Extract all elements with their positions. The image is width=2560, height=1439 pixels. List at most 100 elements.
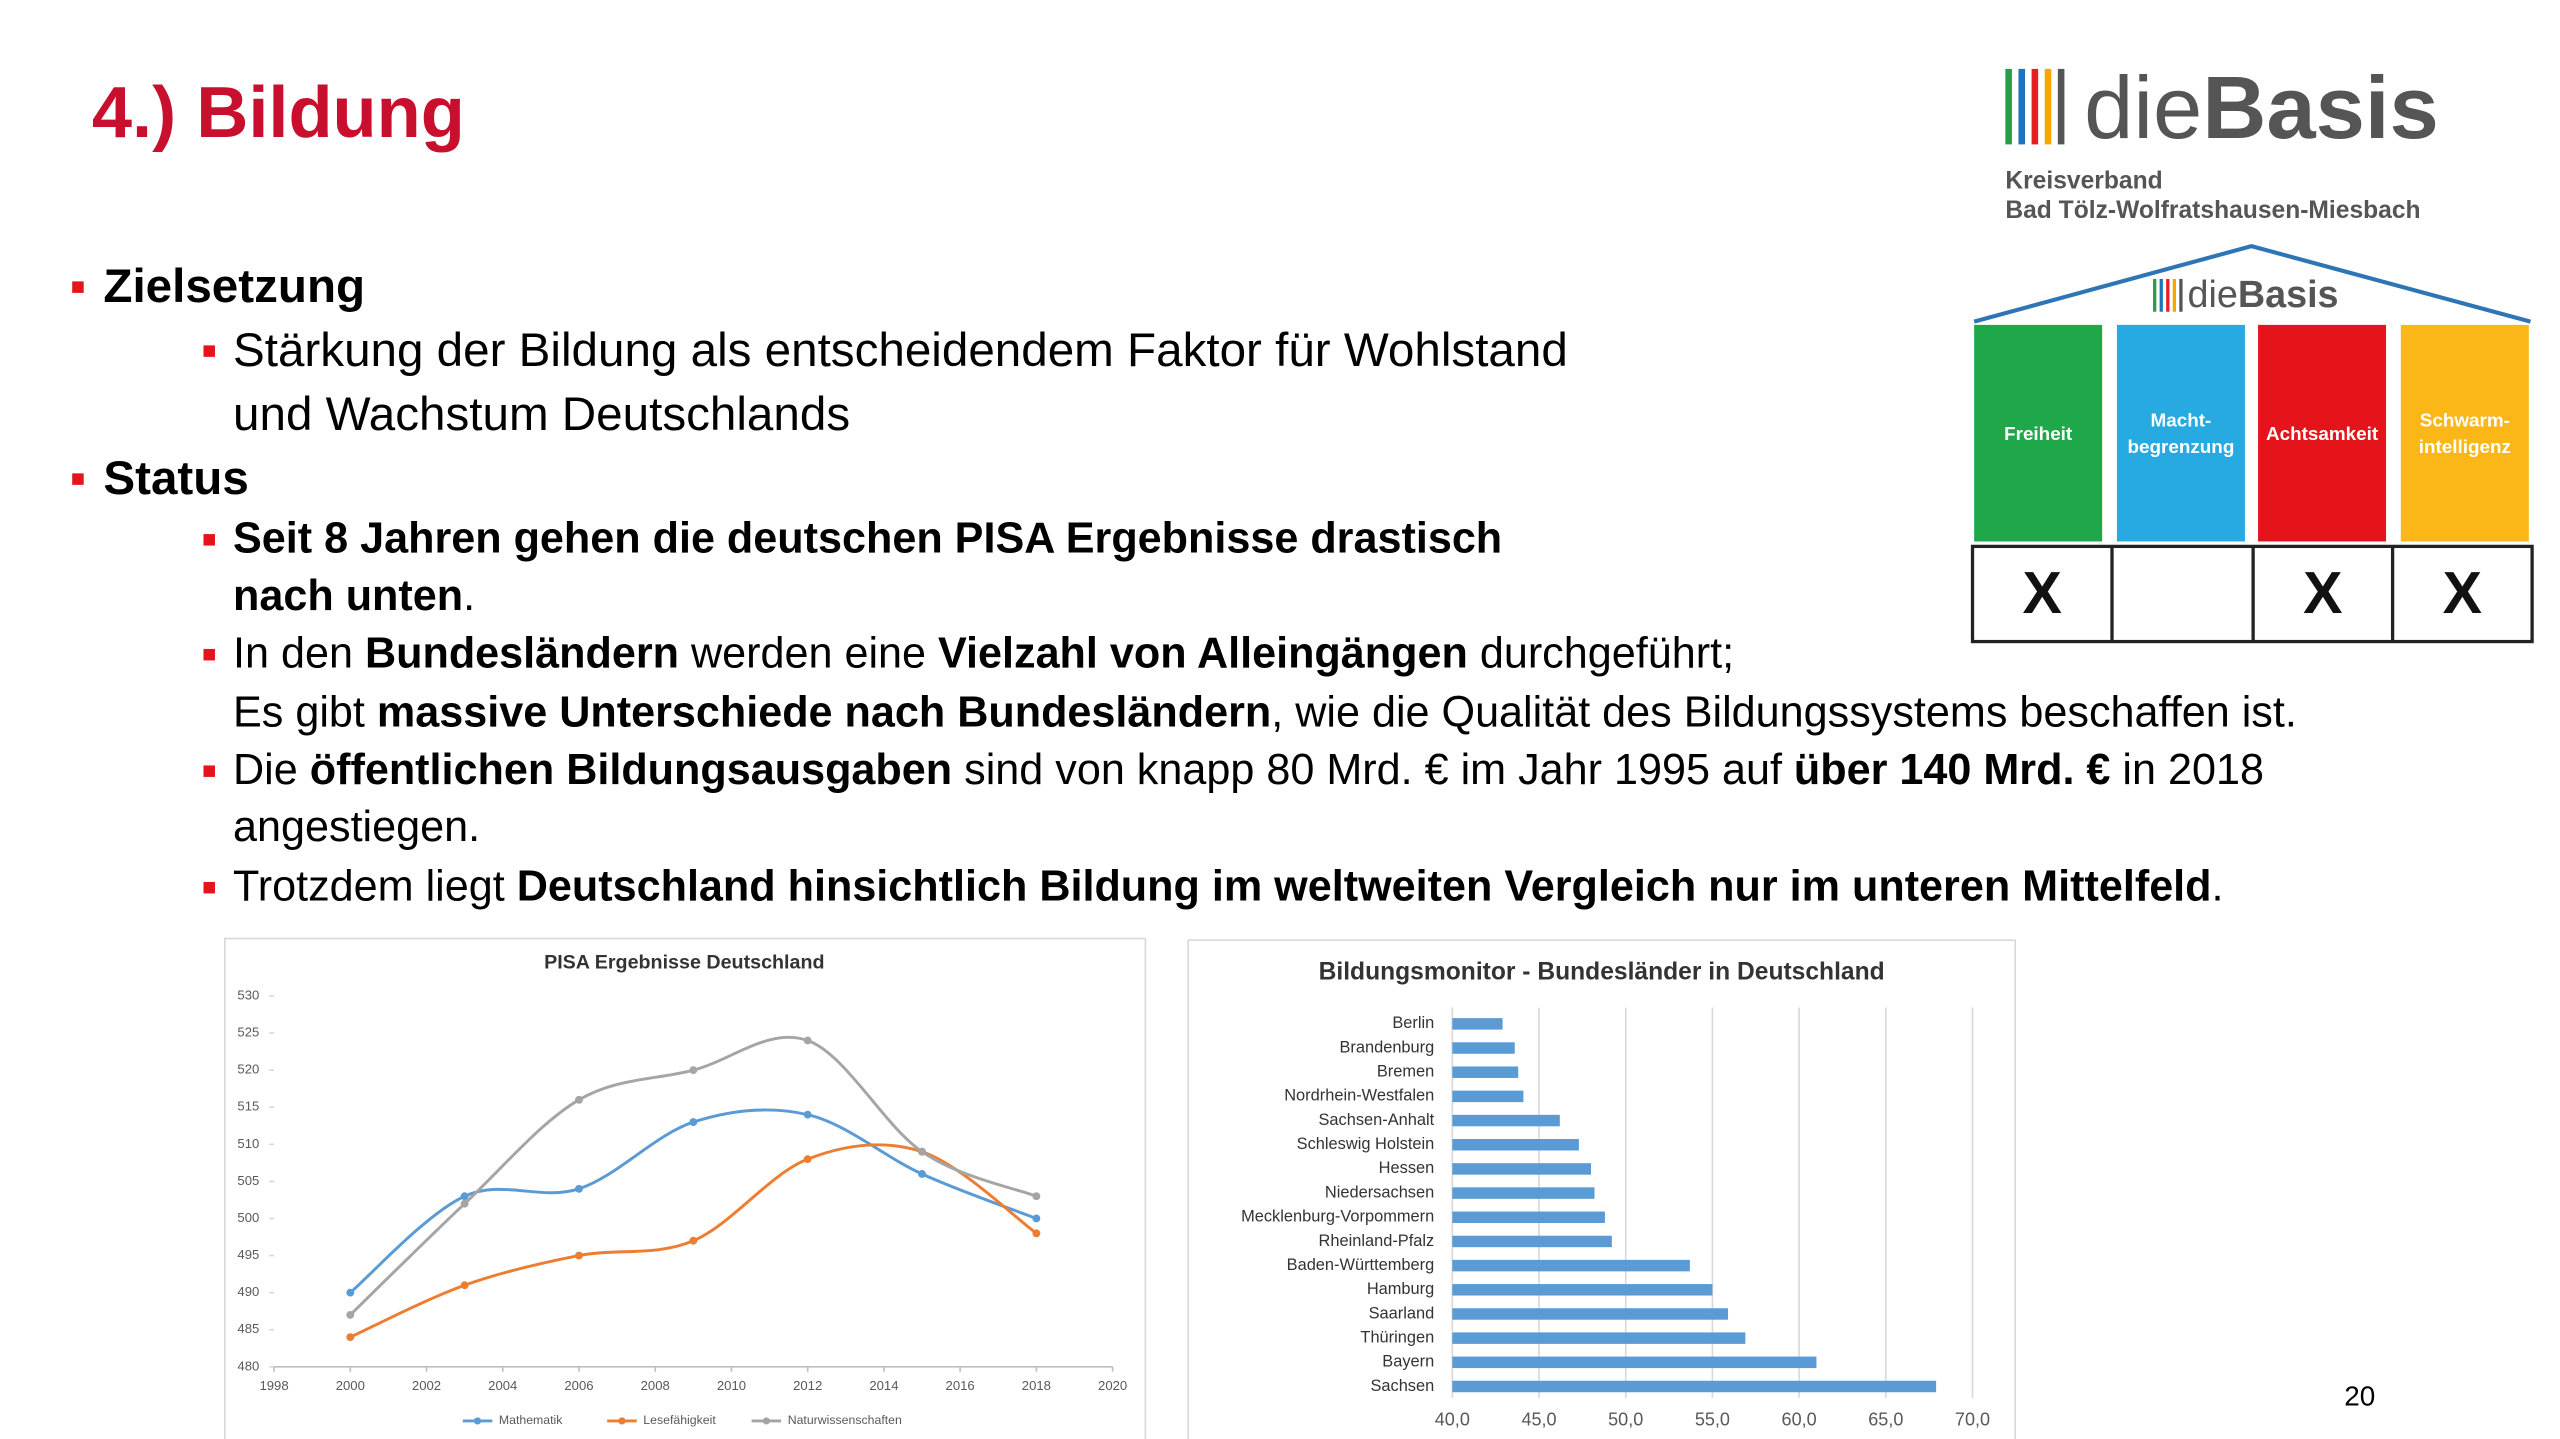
legend-label: Mathematik (499, 1413, 563, 1427)
x-tick-label: 2014 (869, 1378, 898, 1393)
data-point (346, 1288, 355, 1297)
x-tick-label: 50,0 (1608, 1410, 1643, 1430)
roof (1973, 243, 2531, 324)
x-tick-label: 2002 (412, 1378, 441, 1393)
text-run: nach unten (233, 572, 463, 620)
x-tick-label: 2008 (641, 1378, 670, 1393)
text-run: Seit 8 Jahren gehen die deutschen PISA E… (233, 515, 1502, 563)
data-point (918, 1147, 926, 1156)
pillar-label: Freiheit (2004, 423, 2073, 444)
x-tick-label: 40,0 (1435, 1410, 1470, 1430)
bar (1452, 1356, 1817, 1369)
data-point (803, 1110, 812, 1119)
y-tick-label: 485 (237, 1321, 259, 1336)
logo-light: die (2187, 273, 2237, 315)
chart-title: Bildungsmonitor - Bundesländer in Deutsc… (1319, 959, 1885, 986)
bullet-marker (203, 648, 215, 661)
y-tick-label: 510 (237, 1136, 259, 1151)
x-tick-label: 2000 (336, 1378, 365, 1393)
bullet-marker (72, 473, 84, 485)
text-run: massive Unterschiede nach Bundesländern (377, 689, 1271, 737)
x-tick-label: 55,0 (1695, 1410, 1730, 1430)
text-run: angestiegen. (233, 804, 480, 852)
data-point (575, 1095, 583, 1104)
chart-frame (224, 937, 1147, 1439)
text-run: werden eine (679, 630, 938, 678)
pillar (2400, 324, 2529, 542)
y-tick-label: 525 (237, 1025, 259, 1040)
text-run: durchgeführt; (1468, 630, 1734, 678)
y-tick-label: Bremen (1377, 1063, 1434, 1081)
page-number: 20 (2344, 1380, 2375, 1411)
bar (1452, 1308, 1729, 1320)
x-tick-label: 2012 (793, 1378, 822, 1393)
data-point (460, 1192, 469, 1201)
y-tick-label: Bayern (1382, 1353, 1434, 1371)
legend-label: Naturwissenschaften (788, 1413, 902, 1427)
text-run: Die (233, 746, 310, 794)
data-point (689, 1118, 698, 1126)
y-tick-label: Mecklenburg-Vorpommern (1241, 1208, 1434, 1226)
bullet-text: Trotzdem liegt Deutschland hinsichtlich … (233, 863, 2224, 911)
logo-stripes (2005, 68, 2065, 145)
bullet-marker (203, 765, 215, 777)
y-tick-label: Sachsen-Anhalt (1319, 1111, 1435, 1129)
chart-frame (1187, 939, 2016, 1439)
y-tick-label: Brandenburg (1339, 1038, 1434, 1056)
x-tick-label: 2010 (717, 1378, 746, 1393)
bullet-marker (203, 881, 215, 894)
y-tick-label: Nordrhein-Westfalen (1284, 1087, 1434, 1105)
y-tick-label: 495 (237, 1247, 259, 1262)
data-point (689, 1236, 698, 1245)
x-tick-label: 2016 (946, 1378, 975, 1393)
legend-marker (473, 1417, 482, 1425)
legend-label: Lesefähigkeit (643, 1413, 716, 1427)
x-tick-label: 45,0 (1521, 1410, 1556, 1430)
y-tick-label: 480 (237, 1358, 259, 1373)
y-tick-label: Hamburg (1367, 1280, 1434, 1298)
logo-subtitle: Bad Tölz-Wolfratshausen-Miesbach (2005, 197, 2420, 224)
bar (1452, 1114, 1560, 1127)
text-run: über 140 Mrd. € (1794, 746, 2111, 794)
bullet-marker (203, 345, 215, 357)
bullet-text: Status (103, 451, 248, 504)
data-point (803, 1155, 812, 1164)
bar (1452, 1211, 1605, 1224)
text-run: , wie die Qualität des Bildungssystems b… (1271, 689, 2297, 737)
text-run: . (463, 572, 475, 620)
bar (1452, 1380, 1937, 1393)
bullet-text: und Wachstum Deutschlands (233, 387, 850, 440)
y-tick-label: 515 (237, 1099, 259, 1114)
text-run: Deutschland hinsichtlich Bildung im welt… (517, 863, 2212, 911)
bar (1452, 1066, 1519, 1078)
data-point (689, 1066, 698, 1075)
x-tick-label: 1998 (259, 1378, 288, 1393)
pillar-label: Macht- (2151, 410, 2212, 431)
y-tick-label: Sachsen (1370, 1377, 1434, 1395)
bullet-text: Stärkung der Bildung als entscheidendem … (233, 323, 1568, 376)
data-point (1032, 1229, 1041, 1238)
text-run: und Wachstum Deutschlands (233, 387, 850, 440)
text-run: Bundesländern (365, 630, 679, 678)
pillar (1974, 324, 2103, 542)
text-run: . (2212, 863, 2224, 911)
data-point (1032, 1192, 1041, 1201)
y-tick-label: Schleswig Holstein (1297, 1135, 1435, 1153)
pillar-label: begrenzung (2127, 436, 2234, 457)
x-tick-label: 60,0 (1782, 1410, 1817, 1430)
y-tick-label: 500 (237, 1210, 259, 1225)
pillar-label: intelligenz (2419, 436, 2511, 457)
logo-bold: Basis (2202, 58, 2438, 157)
bar (1452, 1284, 1713, 1296)
data-point (460, 1281, 469, 1290)
pillar (2258, 324, 2387, 542)
logo-light: die (2084, 58, 2202, 157)
bar (1452, 1259, 1690, 1272)
bar (1452, 1139, 1579, 1151)
text-run: öffentlichen Bildungsausgaben (310, 746, 952, 794)
text-run: Trotzdem liegt (233, 863, 517, 911)
slide-title: 4.) Bildung (92, 73, 465, 153)
text-run: sind von knapp 80 Mrd. € im Jahr 1995 au… (952, 746, 1794, 794)
bar (1452, 1018, 1503, 1030)
pillar-mark: X (2023, 560, 2062, 626)
